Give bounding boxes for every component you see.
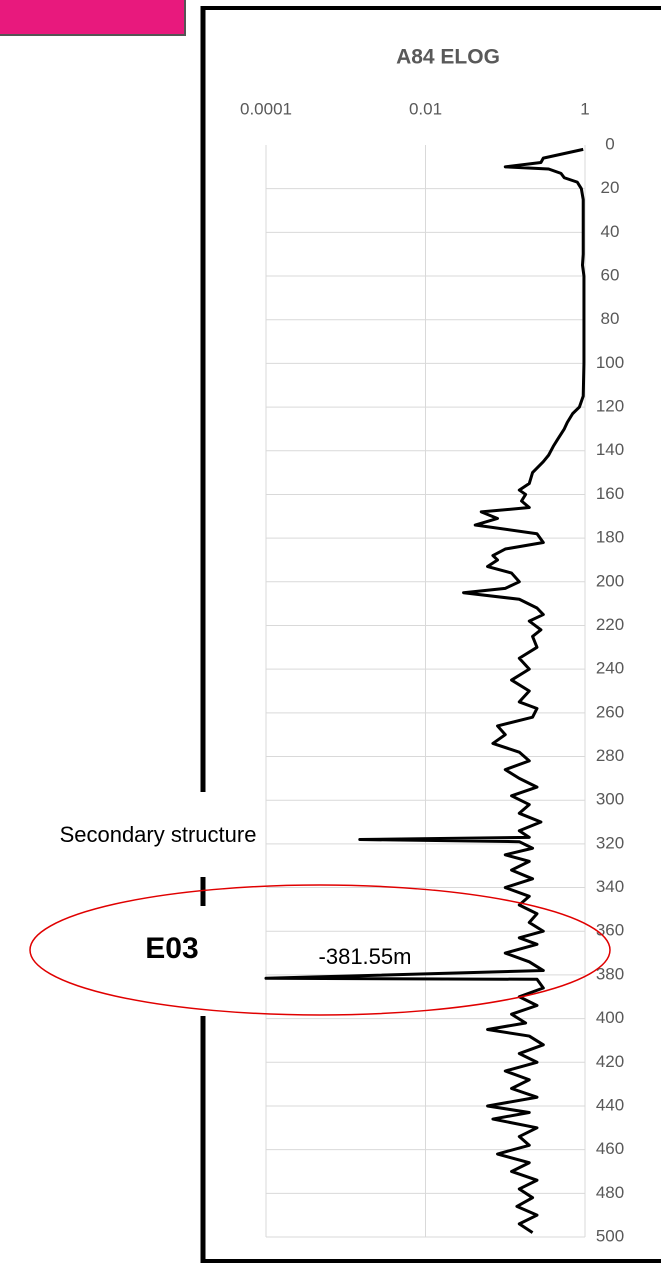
y-tick-label: 440	[596, 1095, 624, 1114]
y-tick-label: 280	[596, 746, 624, 765]
annotation: E03	[145, 932, 198, 965]
x-tick-label: 0.01	[409, 99, 442, 118]
y-tick-label: 340	[596, 877, 624, 896]
log-curve	[264, 147, 586, 1234]
y-tick-label: 100	[596, 353, 624, 372]
y-tick-label: 360	[596, 921, 624, 940]
y-tick-label: 500	[596, 1226, 624, 1245]
chart-title: A84 ELOG	[396, 46, 500, 69]
y-tick-label: 420	[596, 1052, 624, 1071]
plot-area: 0 20 40 60 80 100 120 140 160 180 200 220 240 260 280 3…	[240, 99, 624, 1245]
x-tick-label: 0.0001	[240, 99, 292, 118]
y-tick-label: 300	[596, 790, 624, 809]
y-tick-label: 400	[596, 1008, 624, 1027]
y-tick-label: 120	[596, 397, 624, 416]
y-tick-label: 460	[596, 1139, 624, 1158]
highlight-ellipse	[29, 884, 611, 1016]
y-tick-label: 0	[605, 134, 614, 153]
y-tick-label: 320	[596, 833, 624, 852]
y-tick-label: 80	[601, 309, 620, 328]
y-tick-label: 480	[596, 1183, 624, 1202]
y-tick-label: 240	[596, 659, 624, 678]
y-tick-label: 220	[596, 615, 624, 634]
y-tick-label: 40	[601, 222, 620, 241]
y-tick-label: 60	[601, 266, 620, 285]
y-tick-label: 380	[596, 964, 624, 983]
annotation: -381.55m	[319, 944, 412, 969]
y-tick-label: 20	[601, 178, 620, 197]
y-tick-label: 260	[596, 702, 624, 721]
y-tick-label: 160	[596, 484, 624, 503]
y-tick-label: 140	[596, 440, 624, 459]
y-tick-label: 200	[596, 571, 624, 590]
y-tick-label: 180	[596, 528, 624, 547]
x-tick-label: 1	[580, 99, 589, 118]
header-box	[0, 0, 186, 36]
annotation: Secondary structure	[60, 822, 257, 847]
